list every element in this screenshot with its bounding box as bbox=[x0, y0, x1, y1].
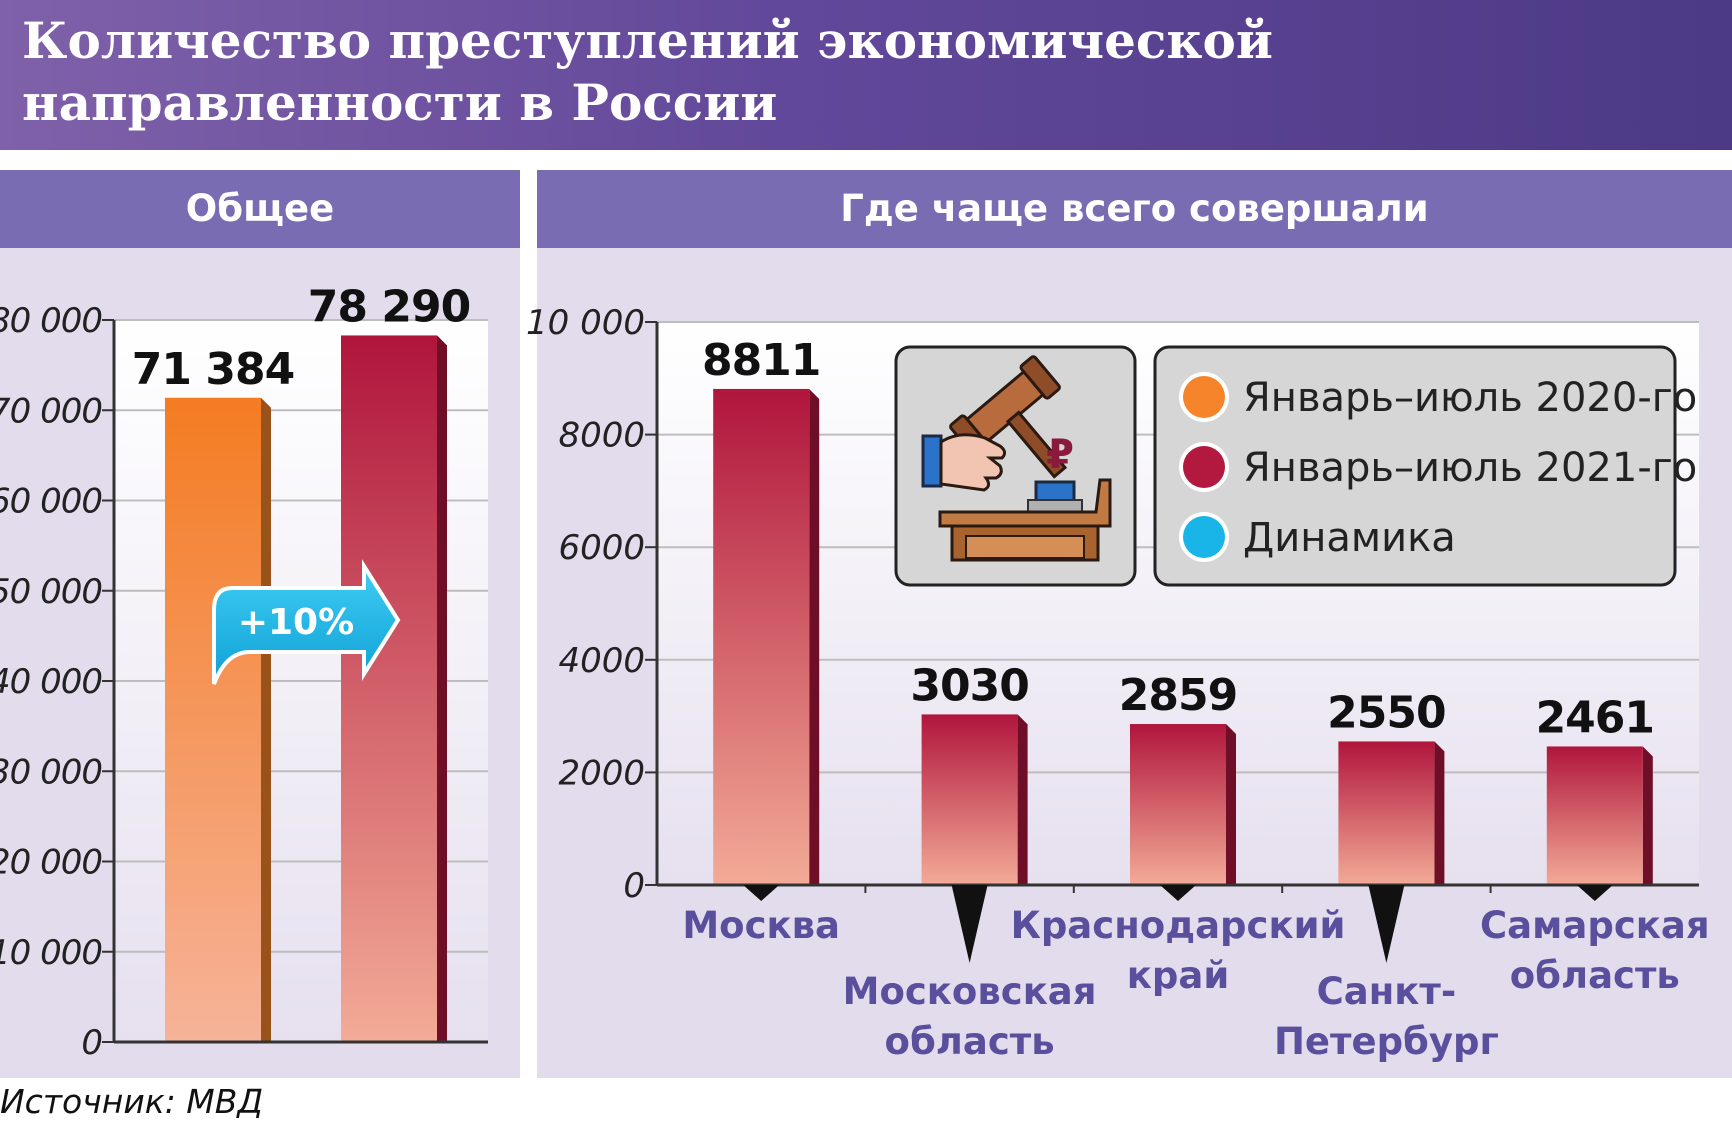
legend-swatch bbox=[1183, 446, 1225, 488]
label-pointer bbox=[1160, 885, 1196, 901]
y-tick-label: 20 000 bbox=[0, 843, 102, 883]
bar-side bbox=[1642, 746, 1653, 885]
dynamics-label: +10% bbox=[238, 602, 354, 643]
page-title: Количество преступлений экономической на… bbox=[22, 11, 1273, 132]
desk-icon bbox=[938, 478, 1112, 562]
y-tick-label: 4000 bbox=[558, 641, 645, 681]
header: Количество преступлений экономической на… bbox=[0, 0, 1732, 150]
ruble-icon: ₽ bbox=[1046, 432, 1074, 478]
bar-region bbox=[1338, 741, 1435, 885]
y-tick-label: 10 000 bbox=[526, 303, 645, 343]
y-tick-label: 70 000 bbox=[0, 391, 102, 431]
category-label: Москва bbox=[682, 904, 840, 947]
label-pointer bbox=[743, 885, 780, 901]
dynamics-arrow: +10% bbox=[212, 559, 401, 685]
legend-label: Январь–июль 2021-го bbox=[1243, 445, 1697, 491]
dynamics-arrow-shape bbox=[212, 559, 401, 685]
legend-swatch bbox=[1183, 516, 1225, 558]
legend-item: Январь–июль 2020-го bbox=[1179, 372, 1697, 422]
bar-side bbox=[1226, 724, 1236, 885]
legend-frame bbox=[1153, 345, 1677, 587]
y-tick-label: 80 000 bbox=[0, 301, 102, 341]
bar-region bbox=[921, 714, 1018, 885]
label-pointer bbox=[1368, 885, 1405, 963]
label-pointer bbox=[951, 885, 988, 963]
category-label: Санкт-Петербург bbox=[1274, 970, 1499, 1063]
bar-value-label: 2461 bbox=[1536, 692, 1654, 743]
category-label: Самарская область bbox=[1480, 904, 1710, 997]
y-tick-label: 0 bbox=[623, 866, 645, 906]
bar-value-label: 8811 bbox=[702, 335, 820, 386]
y-tick-label: 30 000 bbox=[0, 752, 102, 792]
bar-side bbox=[1434, 741, 1445, 885]
y-tick-label: 10 000 bbox=[0, 933, 102, 973]
y-tick-label: 60 000 bbox=[0, 482, 102, 522]
bar-side bbox=[1017, 714, 1028, 885]
bar-region bbox=[1130, 724, 1226, 885]
bar-side bbox=[437, 335, 447, 1042]
bar-value-label: 71 384 bbox=[132, 344, 294, 395]
panel-title-regions: Где чаще всего совершали bbox=[537, 170, 1732, 248]
hand-icon bbox=[921, 433, 1007, 492]
bar-side bbox=[261, 397, 271, 1042]
panel-title-total: Общее bbox=[0, 170, 520, 248]
bar-value-label: 2859 bbox=[1119, 670, 1237, 721]
y-tick-label: 6000 bbox=[558, 528, 645, 568]
category-label: Московская область bbox=[843, 970, 1097, 1063]
legend-swatch bbox=[1183, 376, 1225, 418]
y-tick-label: 2000 bbox=[558, 753, 645, 793]
label-pointer bbox=[1576, 885, 1613, 901]
bar-side bbox=[809, 388, 820, 885]
bar-value-label: 2550 bbox=[1327, 687, 1445, 738]
svg-text:₽: ₽ bbox=[1046, 432, 1074, 478]
bar-region bbox=[713, 388, 810, 885]
bar-2021 bbox=[341, 335, 437, 1042]
bar-value-label: 3030 bbox=[910, 660, 1028, 711]
y-tick-label: 50 000 bbox=[0, 572, 102, 612]
gavel-illustration: ₽ bbox=[894, 345, 1137, 587]
bar-region bbox=[1546, 746, 1643, 885]
bar-value-label: 78 290 bbox=[308, 281, 470, 332]
y-tick-label: 0 bbox=[81, 1023, 102, 1063]
legend-item: Динамика bbox=[1179, 512, 1456, 562]
source-note: Источник: МВД bbox=[0, 1082, 264, 1121]
legend-label: Динамика bbox=[1243, 515, 1456, 561]
legend: Январь–июль 2020-го Январь–июль 2021-го Ди… bbox=[1153, 345, 1697, 587]
legend-item: Январь–июль 2021-го bbox=[1179, 442, 1697, 492]
y-tick-label: 40 000 bbox=[0, 662, 102, 702]
y-tick-label: 8000 bbox=[558, 416, 645, 456]
legend-label: Январь–июль 2020-го bbox=[1243, 375, 1697, 421]
bar-2020 bbox=[165, 397, 261, 1042]
category-label: Краснодарский край bbox=[1011, 904, 1346, 997]
